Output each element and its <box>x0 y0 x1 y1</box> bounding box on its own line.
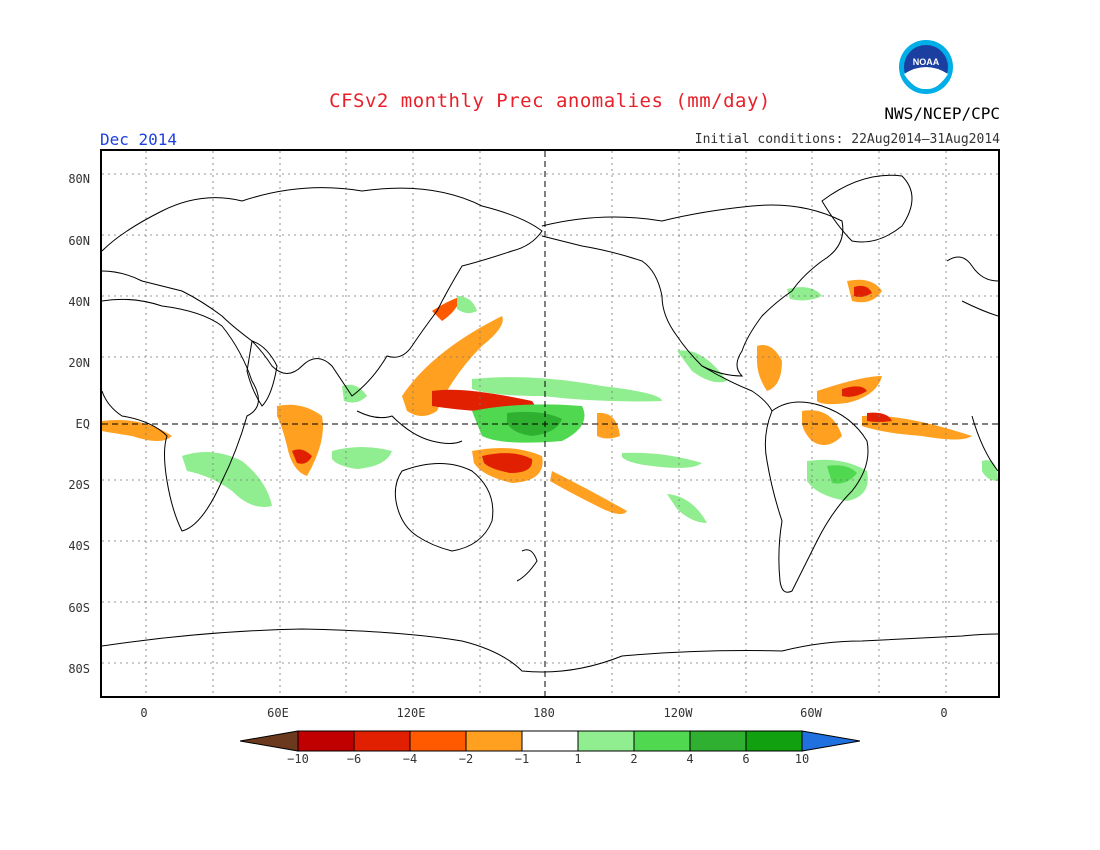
wet-anomaly-japan <box>457 296 477 314</box>
dry-anomaly-caribbean <box>757 345 782 391</box>
uk-europe-west-outline <box>946 256 998 282</box>
chart-title: CFSv2 monthly Prec anomalies (mm/day) <box>329 90 771 112</box>
dry-anomaly-east-asia <box>432 296 462 321</box>
colorbar-cell <box>465 730 523 752</box>
north-america-outline <box>541 204 844 377</box>
dry-anomaly-equatorial-atlantic <box>862 415 972 440</box>
lat-label-20s: 20S <box>68 478 90 492</box>
colorbar-label: 1 <box>574 752 582 766</box>
period-label: Dec 2014 <box>100 130 178 149</box>
colorbar-label: 2 <box>630 752 638 766</box>
wet-anomaly-indian-ocean <box>332 447 392 469</box>
dry-anomaly-northern-south-america <box>802 410 842 445</box>
lon-label-0: 0 <box>140 706 148 720</box>
lon-label-180: 180 <box>533 706 555 720</box>
lon-label-120e: 120E <box>396 706 426 720</box>
graticule <box>102 151 998 696</box>
central-america-outline <box>701 365 773 412</box>
dry-anomaly-southwest-pacific-core <box>482 453 533 473</box>
noaa-logo-icon: NOAA <box>899 40 953 94</box>
wet-anomaly-east-atlantic <box>982 460 998 481</box>
lat-label-80s: 80S <box>68 662 90 676</box>
wet-anomaly-south-america-core <box>827 465 857 484</box>
africa-outline <box>102 298 259 532</box>
lat-label-40s: 40S <box>68 539 90 553</box>
lat-label-60n: 60N <box>68 234 90 248</box>
colorbar-cell <box>297 730 355 752</box>
colorbar-cell <box>409 730 467 752</box>
wet-anomaly-western-atlantic <box>787 287 822 301</box>
wet-anomaly-regions <box>182 287 998 523</box>
colorbar-cell <box>577 730 635 752</box>
colorbar-label: −2 <box>458 752 474 766</box>
lat-label-80n: 80N <box>68 172 90 186</box>
antarctica-outline <box>102 628 998 673</box>
dry-anomaly-tropical-atlantic-core <box>842 386 867 397</box>
colorbar-label: 4 <box>686 752 694 766</box>
dry-anomaly-indian-ocean-core <box>292 449 312 464</box>
colorbar-label: −6 <box>346 752 362 766</box>
greenland-outline <box>821 174 913 243</box>
lon-label-60e: 60E <box>267 706 289 720</box>
colorbar-cell <box>689 730 747 752</box>
initial-conditions-label: Initial conditions: 22Aug2014–31Aug2014 <box>694 132 1000 147</box>
colorbar-triangle-low <box>240 730 299 752</box>
dry-anomaly-indian-ocean <box>277 404 323 476</box>
lat-label-eq: EQ <box>75 417 90 431</box>
west-africa-east-edge-outline <box>961 300 998 472</box>
dry-anomaly-north-atlantic-core <box>854 285 872 297</box>
colorbar-label: 6 <box>742 752 750 766</box>
colorbar-cell <box>633 730 691 752</box>
southeast-asia-islands-outline <box>356 410 463 444</box>
europe-asia-outline <box>102 187 543 397</box>
south-america-outline <box>764 401 869 593</box>
new-zealand-outline <box>516 549 538 582</box>
colorbar-triangle-high <box>801 730 860 752</box>
colorbar-cell <box>521 730 579 752</box>
colorbar-label: −10 <box>287 752 309 766</box>
lon-label-60w: 60W <box>800 706 822 720</box>
anomaly-map <box>102 151 998 696</box>
colorbar-cells <box>240 730 860 752</box>
australia-outline <box>394 463 494 552</box>
map-frame <box>100 149 1000 698</box>
colorbar-label: −4 <box>402 752 418 766</box>
colorbar-label: −1 <box>514 752 530 766</box>
agency-label: NWS/NCEP/CPC <box>884 104 1000 123</box>
wet-anomaly-south-equatorial-band <box>622 452 702 468</box>
dry-anomaly-south-pacific-band <box>550 471 627 515</box>
colorbar-cell <box>353 730 411 752</box>
lat-label-40n: 40N <box>68 295 90 309</box>
dry-anomaly-west-pacific <box>402 316 503 416</box>
dry-anomaly-equatorial-africa <box>102 420 172 441</box>
lon-label-120w: 120W <box>663 706 693 720</box>
lat-label-20n: 20N <box>68 356 90 370</box>
colorbar-label: 10 <box>794 752 810 766</box>
wet-anomaly-south-pacific <box>667 494 707 523</box>
wet-anomaly-north-equatorial-band <box>472 377 662 402</box>
dry-anomaly-equatorial-atlantic-core <box>867 412 892 422</box>
coastlines <box>102 174 998 673</box>
colorbar-cell <box>745 730 803 752</box>
logo-text: NOAA <box>913 57 940 67</box>
colorbar <box>240 730 860 752</box>
lon-label-0-east: 0 <box>940 706 948 720</box>
wet-anomaly-southern-africa <box>182 452 272 507</box>
dry-anomaly-central-pacific <box>597 412 620 439</box>
india-outline <box>246 340 278 407</box>
lat-label-60s: 60S <box>68 601 90 615</box>
